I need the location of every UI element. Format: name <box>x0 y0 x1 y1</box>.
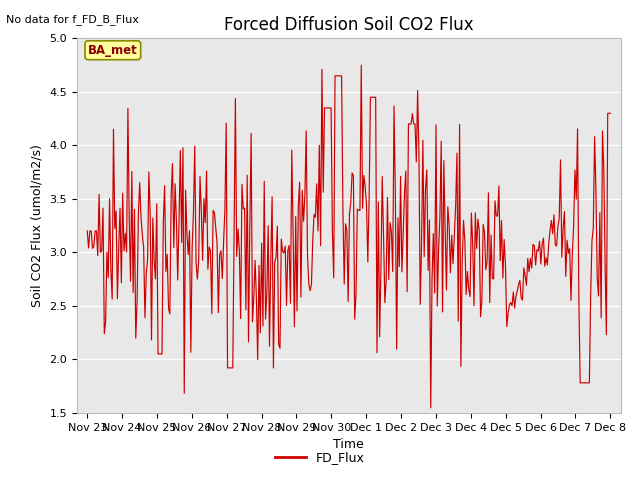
Title: Forced Diffusion Soil CO2 Flux: Forced Diffusion Soil CO2 Flux <box>224 16 474 34</box>
X-axis label: Time: Time <box>333 438 364 451</box>
Text: BA_met: BA_met <box>88 44 138 57</box>
Y-axis label: Soil CO2 Flux (umol/m2/s): Soil CO2 Flux (umol/m2/s) <box>31 144 44 307</box>
Text: No data for f_FD_B_Flux: No data for f_FD_B_Flux <box>6 14 140 25</box>
Legend: FD_Flux: FD_Flux <box>270 446 370 469</box>
